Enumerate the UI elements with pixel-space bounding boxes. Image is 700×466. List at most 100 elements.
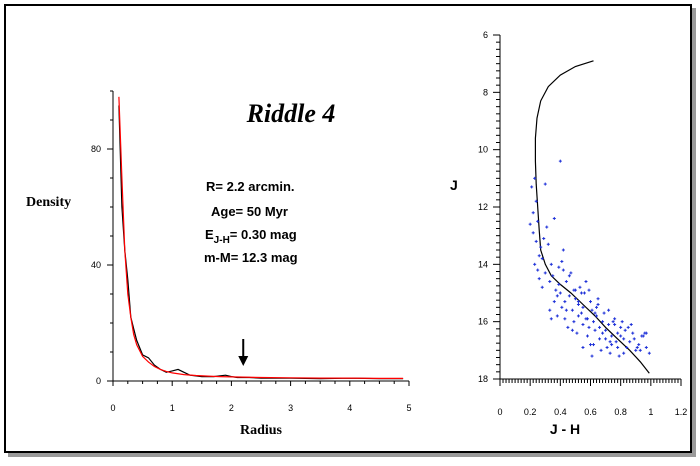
star-point <box>616 345 620 349</box>
y-tick-label: 80 <box>91 144 101 154</box>
star-point <box>593 328 597 332</box>
star-point <box>581 345 585 349</box>
star-point <box>610 334 614 338</box>
param-radius: R= 2.2 arcmin. <box>206 179 295 194</box>
star-point <box>644 345 648 349</box>
param-reddening-value: = 0.30 mag <box>230 227 297 242</box>
star-point <box>623 328 627 332</box>
star-point <box>536 268 540 272</box>
star-point <box>617 354 621 358</box>
star-point <box>585 334 589 338</box>
star-point <box>552 216 556 220</box>
y-tick-label: 10 <box>478 145 488 155</box>
j-h-x-axis-label: J - H <box>550 421 580 437</box>
y-tick-label: 12 <box>478 202 488 212</box>
star-point <box>572 320 576 324</box>
param-reddening-e: E <box>205 227 214 242</box>
star-points <box>528 159 651 358</box>
cluster-radius-arrow <box>238 339 249 366</box>
x-tick-label: 5 <box>406 403 411 413</box>
isochrone-curve <box>534 60 650 374</box>
cluster-parameters: R= 2.2 arcmin. Age= 50 Myr EJ-H= 0.30 ma… <box>204 179 298 265</box>
star-point <box>611 320 615 324</box>
star-point <box>587 288 591 292</box>
star-point <box>533 262 537 266</box>
star-point <box>619 334 623 338</box>
star-point <box>551 274 555 278</box>
arrow-head <box>238 356 249 366</box>
star-point <box>638 348 642 352</box>
star-point <box>596 297 600 301</box>
star-point <box>581 305 585 309</box>
star-point <box>575 331 579 335</box>
star-point <box>528 222 532 226</box>
star-point <box>596 302 600 306</box>
star-point <box>573 297 577 301</box>
chart-title: Riddle 4 <box>246 99 336 128</box>
king-fit-line <box>118 96 404 379</box>
star-point <box>631 331 635 335</box>
param-distance-modulus: m-M= 12.3 mag <box>204 250 298 265</box>
star-point <box>557 282 561 286</box>
star-point <box>607 323 611 327</box>
star-point <box>558 291 562 295</box>
star-point <box>554 288 558 292</box>
y-tick-label: 40 <box>91 260 101 270</box>
star-point <box>629 323 633 327</box>
star-point <box>539 245 543 249</box>
star-point <box>566 325 570 329</box>
star-point <box>614 340 618 344</box>
star-point <box>540 285 544 289</box>
star-point <box>592 320 596 324</box>
star-point <box>590 354 594 358</box>
star-point <box>567 294 571 298</box>
star-point <box>543 271 547 275</box>
x-tick-label: 0.4 <box>554 407 567 417</box>
star-point <box>608 351 612 355</box>
x-tick-label: 1.2 <box>675 407 688 417</box>
star-point <box>634 348 638 352</box>
star-point <box>593 311 597 315</box>
star-point <box>635 345 639 349</box>
star-point <box>632 337 636 341</box>
star-point <box>644 331 648 335</box>
star-point <box>602 311 606 315</box>
star-point <box>625 345 629 349</box>
star-point <box>604 337 608 341</box>
star-point <box>579 311 583 315</box>
radius-x-axis-label: Radius <box>240 423 283 438</box>
star-point <box>548 280 552 284</box>
star-point <box>607 308 611 312</box>
star-point <box>558 159 562 163</box>
star-point <box>545 225 549 229</box>
density-profile-chart: 0 1 2 3 4 5 0 40 80 Riddle 4 Density Radius R= … <box>26 90 412 438</box>
observed-density-line <box>118 105 404 380</box>
star-point <box>581 323 585 327</box>
star-point <box>578 285 582 289</box>
star-point <box>564 280 568 284</box>
star-point <box>555 314 559 318</box>
star-point <box>595 305 599 309</box>
star-point <box>561 248 565 252</box>
star-point <box>605 345 609 349</box>
star-point <box>582 291 586 295</box>
star-point <box>595 314 599 318</box>
star-point <box>610 343 614 347</box>
j-h-x-ticks: 0 0.2 0.4 0.6 0.8 1 1.2 <box>497 379 687 417</box>
x-tick-label: 3 <box>288 403 293 413</box>
star-point <box>531 231 535 235</box>
star-point <box>601 320 605 324</box>
star-point <box>619 325 623 329</box>
star-point <box>534 239 538 243</box>
star-point <box>576 302 580 306</box>
j-y-ticks: 6 8 10 12 14 16 18 <box>478 30 500 384</box>
star-point <box>557 265 561 269</box>
y-tick-label: 16 <box>478 317 488 327</box>
isochrone-line <box>534 60 650 374</box>
star-point <box>647 351 651 355</box>
star-point <box>563 317 567 321</box>
star-point <box>537 277 541 281</box>
x-tick-label: 0 <box>497 407 502 417</box>
star-point <box>626 325 630 329</box>
star-point <box>560 305 564 309</box>
